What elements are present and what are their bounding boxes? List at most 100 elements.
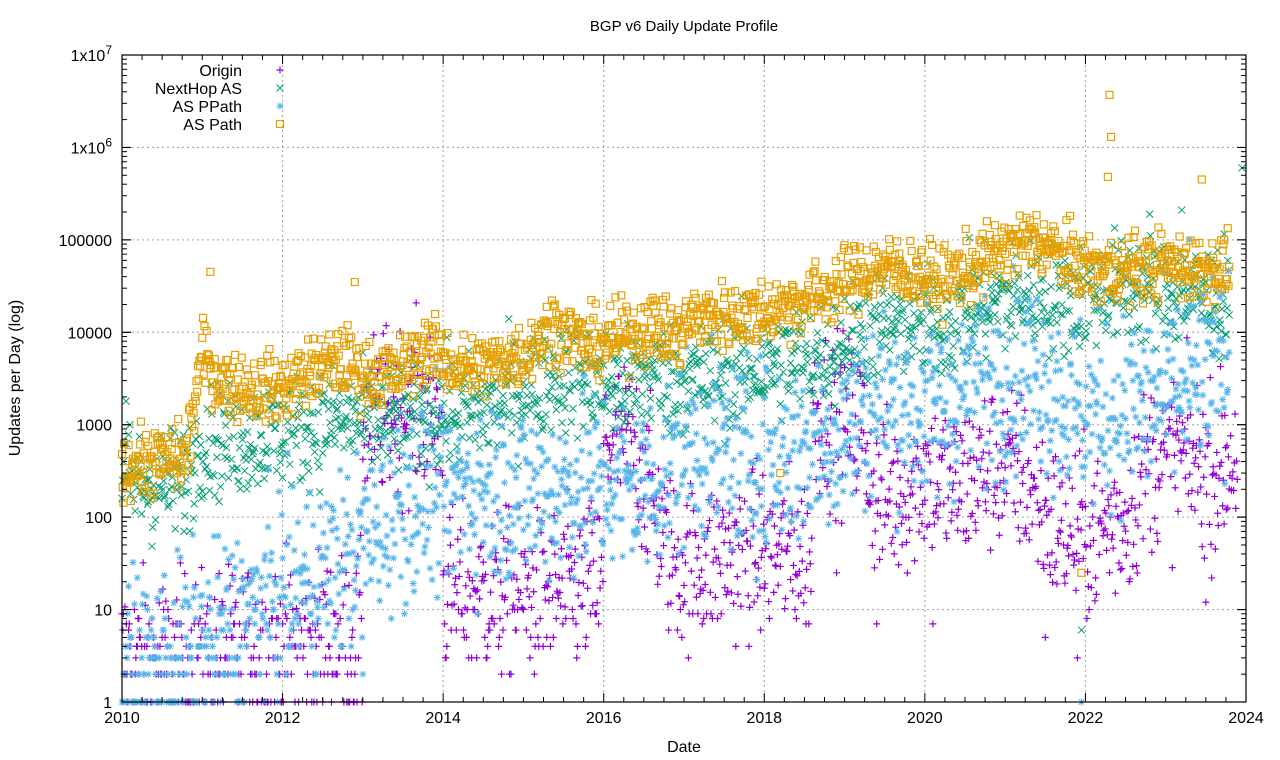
data-point bbox=[974, 502, 982, 510]
data-point bbox=[982, 485, 990, 493]
data-point bbox=[348, 437, 357, 445]
data-point bbox=[545, 597, 553, 605]
data-point bbox=[807, 587, 815, 595]
data-point bbox=[457, 388, 466, 397]
data-point bbox=[303, 670, 311, 678]
data-point bbox=[451, 581, 459, 589]
data-point bbox=[960, 392, 968, 400]
data-point bbox=[286, 633, 294, 641]
data-point bbox=[1059, 393, 1067, 401]
data-point bbox=[1089, 387, 1097, 395]
data-point bbox=[198, 591, 206, 599]
data-point bbox=[716, 569, 724, 577]
data-point bbox=[692, 405, 700, 413]
data-point bbox=[1205, 440, 1213, 448]
data-point bbox=[973, 384, 981, 392]
data-point bbox=[461, 398, 470, 406]
data-point bbox=[771, 522, 779, 530]
data-point bbox=[292, 594, 300, 602]
data-point bbox=[487, 408, 495, 416]
data-point bbox=[863, 440, 871, 448]
data-point bbox=[315, 543, 323, 551]
data-point bbox=[965, 345, 973, 353]
data-point bbox=[893, 293, 901, 301]
data-point bbox=[749, 533, 757, 541]
data-point bbox=[254, 598, 262, 606]
data-point bbox=[1120, 297, 1129, 305]
data-point bbox=[445, 455, 453, 463]
data-point bbox=[770, 502, 778, 510]
data-point bbox=[952, 377, 960, 385]
data-point bbox=[296, 570, 304, 578]
data-point bbox=[768, 351, 777, 359]
data-point bbox=[855, 442, 863, 450]
data-point bbox=[1217, 327, 1226, 336]
data-point bbox=[791, 364, 799, 372]
data-point bbox=[402, 425, 410, 433]
data-point bbox=[280, 360, 289, 369]
data-point bbox=[1061, 424, 1069, 432]
data-point bbox=[377, 444, 385, 452]
data-point bbox=[727, 561, 735, 569]
data-point bbox=[586, 400, 595, 409]
data-point bbox=[884, 512, 892, 520]
data-point bbox=[1143, 327, 1151, 335]
data-point bbox=[559, 620, 567, 628]
data-point bbox=[220, 363, 230, 373]
data-point bbox=[885, 298, 893, 307]
data-point bbox=[679, 471, 687, 479]
data-point bbox=[598, 472, 606, 480]
data-point bbox=[271, 573, 279, 581]
data-point bbox=[887, 539, 895, 547]
data-point bbox=[798, 497, 806, 505]
data-point bbox=[231, 564, 239, 572]
data-point bbox=[571, 559, 579, 567]
data-point bbox=[1205, 311, 1214, 320]
data-point bbox=[552, 405, 561, 414]
data-point bbox=[590, 470, 598, 478]
data-point bbox=[1029, 281, 1038, 289]
data-point bbox=[1057, 422, 1065, 430]
data-point bbox=[301, 434, 310, 443]
data-point bbox=[1036, 505, 1044, 513]
data-point bbox=[329, 397, 338, 406]
data-point bbox=[706, 499, 714, 507]
data-point bbox=[659, 504, 667, 512]
data-point bbox=[1130, 329, 1138, 337]
data-point bbox=[920, 534, 928, 542]
data-point bbox=[619, 552, 627, 560]
data-point bbox=[824, 405, 832, 413]
data-point bbox=[1010, 499, 1018, 507]
data-point bbox=[765, 598, 773, 606]
data-point bbox=[387, 458, 395, 466]
data-point bbox=[1168, 374, 1176, 382]
data-point bbox=[654, 580, 662, 588]
data-point bbox=[914, 458, 922, 466]
data-point bbox=[1085, 362, 1093, 370]
data-point bbox=[908, 392, 916, 400]
data-point bbox=[974, 349, 982, 357]
data-point bbox=[1156, 477, 1164, 485]
data-point bbox=[911, 334, 919, 342]
data-point bbox=[1096, 444, 1104, 452]
data-point bbox=[441, 527, 449, 535]
data-point bbox=[552, 517, 560, 525]
data-point bbox=[719, 475, 727, 483]
data-point bbox=[637, 410, 646, 419]
data-point bbox=[171, 633, 179, 641]
data-point bbox=[1162, 430, 1170, 438]
data-point bbox=[807, 385, 815, 394]
data-point bbox=[447, 414, 456, 423]
data-point bbox=[319, 529, 327, 537]
data-point bbox=[543, 633, 551, 641]
data-point bbox=[894, 317, 903, 325]
data-point bbox=[408, 533, 416, 541]
data-point bbox=[915, 528, 923, 536]
data-point bbox=[202, 462, 211, 471]
data-point bbox=[965, 351, 973, 359]
data-point bbox=[1040, 564, 1048, 572]
data-point bbox=[564, 368, 573, 377]
data-point bbox=[191, 396, 200, 406]
data-point bbox=[1100, 461, 1108, 469]
data-point bbox=[714, 615, 722, 623]
